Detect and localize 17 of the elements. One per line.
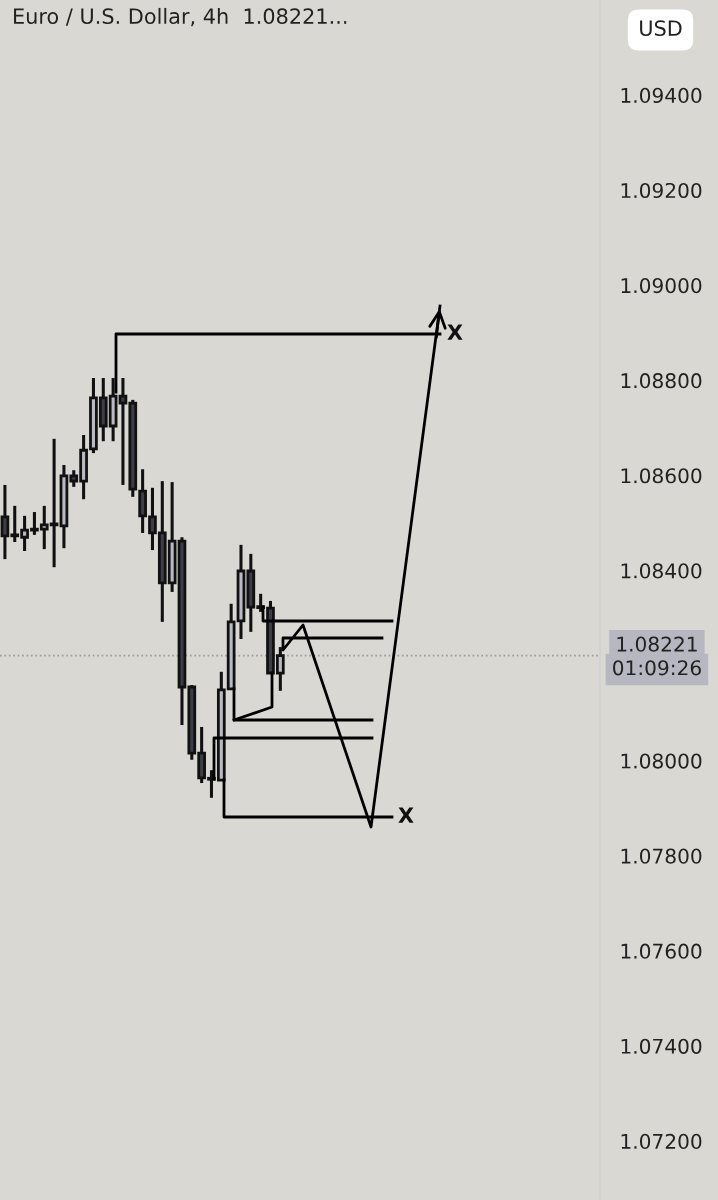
y-tick-label: 1.09400 [621,87,702,104]
annotation: X [398,807,414,823]
y-tick-label: 1.08400 [621,563,702,579]
chart-title: Euro / U.S. Dollar, 4h 1.08221... [14,7,347,27]
y-tick-label: 1.07600 [621,943,702,959]
text: USD [640,20,682,37]
y-tick-label: 1.08000 [621,753,702,769]
y-tick-label: 1.08600 [621,468,702,484]
y-tick-label: 1.09000 [621,277,702,294]
y-tick-label: 1.09200 [621,182,702,199]
y-tick-label: 1.07800 [621,848,702,864]
y-tick-label: 1.07400 [621,1038,702,1054]
annotation: X [447,324,463,340]
y-tick-label: 1.07200 [621,1133,702,1149]
y-tick-label: 1.08800 [621,373,702,389]
ref-line-label: 1.08221 [617,636,697,652]
text: 01:09:26 [613,660,701,676]
